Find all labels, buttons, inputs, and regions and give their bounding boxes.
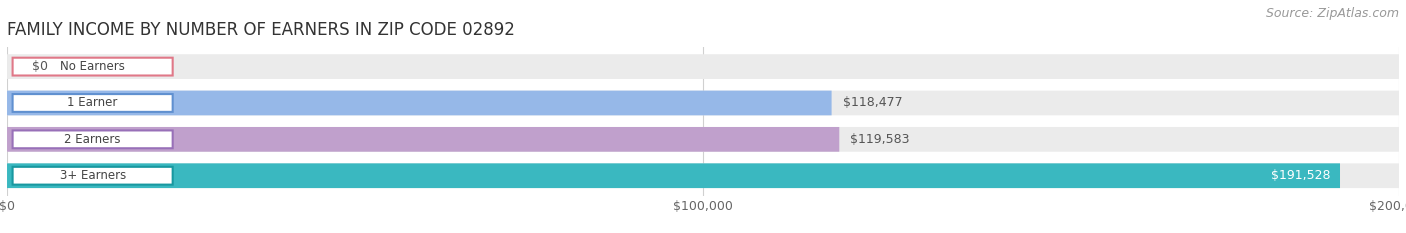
FancyBboxPatch shape: [7, 163, 1340, 188]
Text: 3+ Earners: 3+ Earners: [59, 169, 125, 182]
Text: 2 Earners: 2 Earners: [65, 133, 121, 146]
FancyBboxPatch shape: [7, 127, 1399, 152]
Text: $0: $0: [32, 60, 48, 73]
Text: Source: ZipAtlas.com: Source: ZipAtlas.com: [1265, 7, 1399, 20]
Text: $191,528: $191,528: [1271, 169, 1330, 182]
Text: $119,583: $119,583: [851, 133, 910, 146]
Text: $118,477: $118,477: [842, 96, 903, 110]
Text: No Earners: No Earners: [60, 60, 125, 73]
FancyBboxPatch shape: [7, 127, 839, 152]
FancyBboxPatch shape: [7, 54, 1399, 79]
FancyBboxPatch shape: [7, 91, 1399, 115]
FancyBboxPatch shape: [13, 130, 173, 148]
FancyBboxPatch shape: [13, 58, 173, 75]
FancyBboxPatch shape: [7, 163, 1399, 188]
FancyBboxPatch shape: [13, 94, 173, 112]
Text: FAMILY INCOME BY NUMBER OF EARNERS IN ZIP CODE 02892: FAMILY INCOME BY NUMBER OF EARNERS IN ZI…: [7, 21, 515, 39]
FancyBboxPatch shape: [13, 167, 173, 185]
FancyBboxPatch shape: [7, 91, 831, 115]
Text: 1 Earner: 1 Earner: [67, 96, 118, 110]
